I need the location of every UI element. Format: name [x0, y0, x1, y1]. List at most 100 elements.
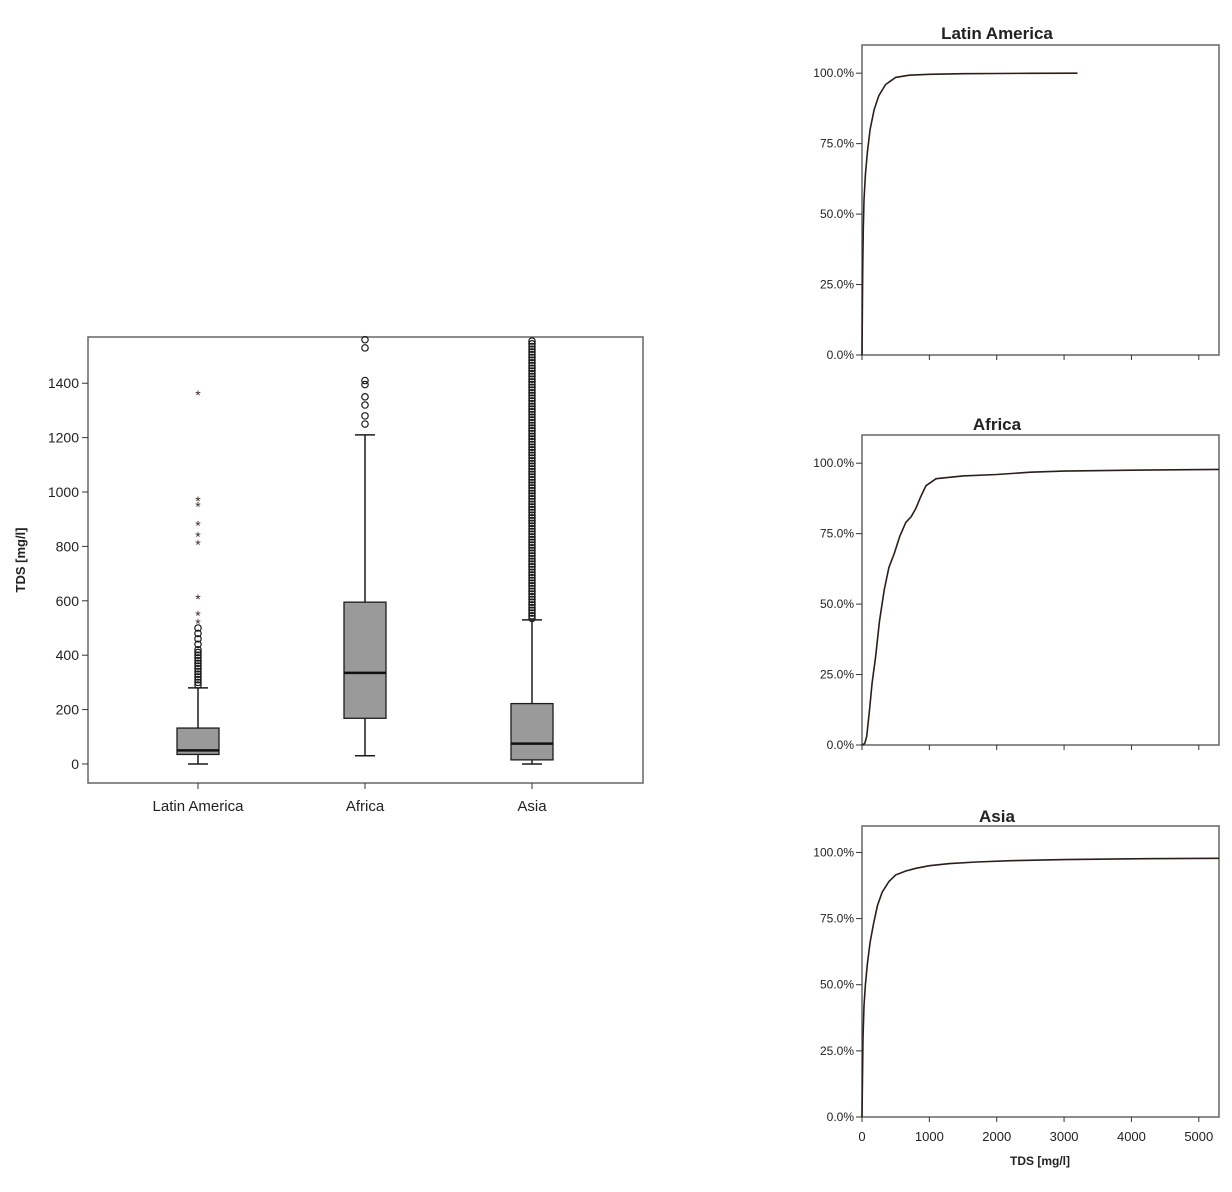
cdf-panel-africa: Africa 0.0% 25.0% 50.0% 75.0% 100.0%	[813, 415, 1220, 752]
box	[343, 601, 387, 719]
outlier-point	[194, 664, 202, 673]
outlier-point	[528, 440, 536, 449]
outlier-point	[528, 361, 536, 370]
x-tick-label: Africa	[346, 798, 385, 815]
outlier-point	[528, 372, 536, 381]
outlier-point	[528, 345, 536, 354]
outlier-point	[528, 353, 536, 362]
outlier-point	[528, 571, 536, 579]
outlier-point	[528, 399, 536, 408]
cdf-panel-latin-america: Latin America 0.0% 25.0% 50.0% 75.0% 100.0%	[813, 24, 1220, 362]
outlier-point	[528, 530, 536, 538]
outlier-point	[528, 378, 536, 386]
outlier-point	[528, 576, 536, 585]
boxplot-panel: TDS [mg/l] 0 200 400 600 800 1000 1200 1400 Lat…	[13, 335, 644, 815]
outlier-point	[528, 492, 536, 500]
y-tick-label: 1400	[48, 375, 79, 391]
extreme-outlier-point: *	[195, 387, 201, 403]
outlier-point	[528, 541, 536, 549]
outlier-point	[194, 659, 202, 668]
boxplot-x-ticks: Latin America Africa Asia	[153, 783, 547, 815]
y-tick-label: 0.0%	[827, 1110, 855, 1124]
outlier-point	[528, 413, 536, 422]
extreme-outlier-point: *	[195, 616, 201, 632]
x-tick-label: 5000	[1184, 1129, 1213, 1144]
x-tick-label: 3000	[1050, 1129, 1079, 1144]
outlier-point	[528, 516, 536, 525]
outlier-point	[528, 486, 536, 495]
outlier-point	[528, 391, 536, 400]
outlier-point	[528, 435, 536, 443]
outlier-point	[528, 538, 536, 547]
outlier-point	[528, 560, 536, 568]
y-tick-label: 50.0%	[820, 207, 854, 221]
outlier-point	[528, 489, 536, 498]
outlier-point	[528, 342, 536, 351]
y-tick-label: 1000	[48, 484, 79, 500]
outlier-point	[194, 673, 202, 681]
outlier-point	[194, 645, 202, 654]
outlier-point	[528, 394, 536, 402]
outlier-point	[528, 356, 536, 364]
y-tick-label: 75.0%	[820, 137, 854, 151]
x-tick-label: 4000	[1117, 1129, 1146, 1144]
outlier-point	[528, 427, 536, 435]
outlier-point	[194, 678, 202, 687]
cdf-y-ticks-asia: 0.0% 25.0% 50.0% 75.0% 100.0%	[813, 845, 862, 1124]
outlier-point	[361, 344, 369, 352]
outlier-point	[361, 335, 369, 344]
outlier-point	[528, 369, 536, 378]
y-tick-label: 0.0%	[827, 738, 855, 752]
outlier-point	[194, 651, 202, 659]
outlier-point	[528, 348, 536, 356]
outlier-point	[528, 549, 536, 558]
outlier-point	[528, 402, 536, 411]
outlier-point	[528, 424, 536, 432]
outlier-point	[528, 459, 536, 468]
y-tick-label: 25.0%	[820, 1044, 854, 1058]
outlier-point	[528, 524, 536, 533]
outlier-point	[528, 484, 536, 492]
outlier-point	[194, 624, 202, 632]
extreme-outlier-point: *	[195, 493, 201, 509]
y-tick-label: 0.0%	[827, 348, 855, 362]
outlier-point	[528, 364, 536, 373]
outlier-point	[528, 337, 536, 345]
y-tick-label: 800	[56, 538, 80, 554]
y-tick-label: 50.0%	[820, 978, 854, 992]
outlier-point	[528, 386, 536, 394]
boxplot-marks: *********	[176, 335, 554, 765]
outlier-point	[194, 640, 202, 649]
outlier-point	[528, 568, 536, 577]
outlier-point	[528, 500, 536, 509]
outlier-point	[528, 443, 536, 451]
outlier-point	[528, 350, 536, 359]
outlier-point	[528, 579, 536, 587]
outlier-point	[528, 554, 536, 563]
cdf-line-africa	[861, 468, 1220, 746]
outlier-point	[528, 388, 536, 397]
y-tick-label: 50.0%	[820, 597, 854, 611]
outlier-point	[361, 380, 369, 389]
y-tick-label: 25.0%	[820, 278, 854, 292]
outlier-point	[528, 478, 536, 487]
outlier-point	[528, 405, 536, 413]
outlier-point	[528, 527, 536, 536]
y-tick-label: 100.0%	[813, 66, 854, 80]
outlier-point	[528, 552, 536, 560]
outlier-point	[528, 465, 536, 473]
cdf-x-axis-label-asia: TDS [mg/l]	[1010, 1154, 1070, 1168]
x-tick-label: 1000	[915, 1129, 944, 1144]
cdf-title-asia: Asia	[979, 807, 1015, 826]
outlier-point	[528, 511, 536, 519]
cdf-x-tickmarks-africa	[861, 745, 1200, 750]
outlier-point	[194, 662, 202, 670]
y-tick-label: 100.0%	[813, 456, 854, 470]
outlier-point	[194, 654, 202, 662]
outlier-point	[528, 535, 536, 544]
outlier-point	[528, 359, 536, 367]
outlier-point	[528, 475, 536, 484]
y-tick-label: 0	[71, 756, 79, 772]
outlier-point	[528, 565, 536, 574]
